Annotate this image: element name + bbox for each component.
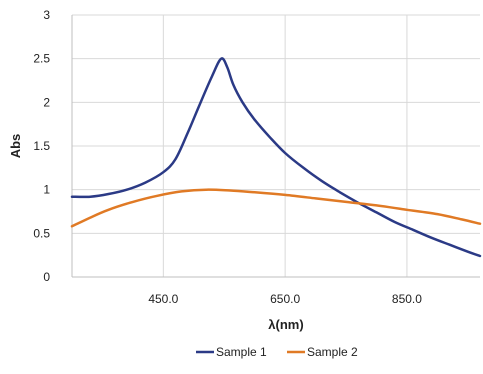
series-lines xyxy=(70,57,482,258)
x-tick-label: 850.0 xyxy=(392,292,422,306)
y-tick-label: 0 xyxy=(43,270,50,284)
y-tick-label: 0.5 xyxy=(33,226,50,240)
axes xyxy=(71,15,480,278)
legend: Sample 1 Sample 2 xyxy=(196,345,358,359)
y-tick-label: 2 xyxy=(43,95,50,109)
series-line-1 xyxy=(70,57,482,258)
y-tick-label: 1 xyxy=(43,183,50,197)
series-line-2 xyxy=(70,188,482,228)
gridlines xyxy=(72,14,480,277)
legend-label-1: Sample 1 xyxy=(216,345,267,359)
legend-label-2: Sample 2 xyxy=(307,345,358,359)
x-tick-label: 650.0 xyxy=(270,292,300,306)
tick-labels: 0 0.5 1 1.5 2 2.5 3 450.0 650.0 850.0 xyxy=(33,8,422,306)
y-tick-label: 3 xyxy=(43,8,50,22)
x-axis-label: λ(nm) xyxy=(268,317,303,332)
y-axis-label: Abs xyxy=(8,134,23,159)
y-tick-label: 1.5 xyxy=(33,139,50,153)
y-tick-label: 2.5 xyxy=(33,52,50,66)
x-tick-label: 450.0 xyxy=(148,292,178,306)
